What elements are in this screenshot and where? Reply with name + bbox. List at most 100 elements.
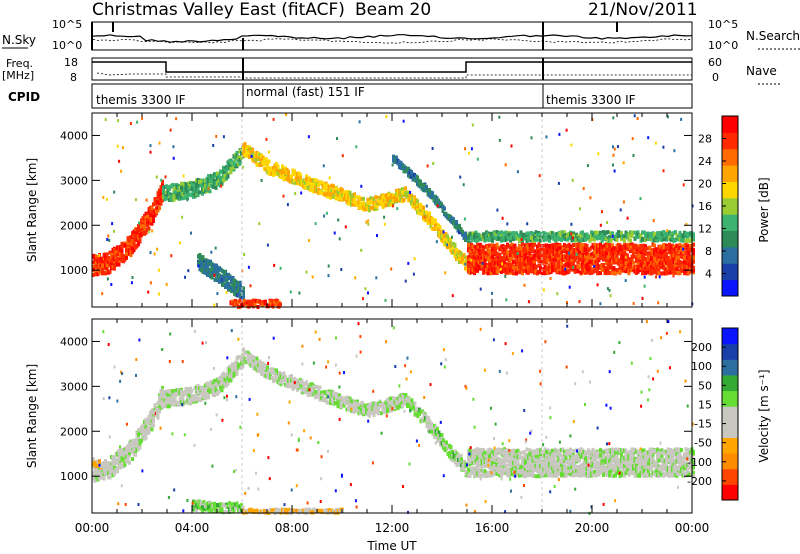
noise-cell: [431, 147, 434, 150]
range-gate-cell: [224, 270, 227, 275]
range-gate-cell: [410, 170, 413, 175]
range-gate-cell: [98, 461, 101, 466]
range-gate-cell: [393, 195, 397, 200]
noise-cell: [444, 271, 447, 275]
range-gate-cell: [252, 300, 255, 304]
range-gate-cell: [235, 164, 239, 169]
range-gate-cell: [611, 243, 614, 248]
range-gate-cell: [458, 223, 461, 228]
range-gate-cell: [605, 252, 608, 257]
range-gate-cell: [660, 250, 664, 255]
range-gate-cell: [458, 230, 461, 235]
range-gate-cell: [692, 265, 695, 270]
range-gate-cell: [348, 190, 352, 195]
range-gate-cell: [543, 231, 547, 236]
range-gate-cell: [495, 269, 499, 274]
range-gate-cell: [692, 247, 695, 252]
noise-cell: [376, 234, 378, 237]
noise-cell: [364, 287, 367, 291]
noise-cell: [118, 159, 121, 163]
range-gate-cell: [648, 245, 652, 250]
range-gate-cell: [338, 196, 341, 201]
range-gate-cell: [659, 253, 662, 258]
range-gate-cell: [533, 234, 536, 239]
noise-cell: [116, 144, 119, 148]
range-gate-cell: [515, 231, 518, 236]
range-gate-cell: [483, 258, 487, 263]
nave-tick-top: 60: [708, 56, 722, 69]
range-gate-cell: [519, 249, 523, 254]
range-gate-cell: [606, 269, 610, 274]
noise-cell: [385, 115, 388, 118]
range-gate-cell: [650, 234, 653, 239]
range-gate-cell: [232, 160, 236, 165]
range-gate-cell: [401, 187, 404, 192]
noise-cell: [622, 200, 625, 204]
noise-cell: [606, 221, 609, 224]
range-gate-cell: [399, 160, 403, 165]
range-gate-cell: [181, 196, 185, 201]
range-gate-cell: [231, 276, 235, 281]
range-gate-cell: [572, 252, 575, 257]
range-gate-cell: [483, 238, 487, 243]
noise-cell: [685, 222, 688, 226]
noise-cell: [632, 302, 635, 305]
range-gate-cell: [147, 226, 151, 231]
range-gate-cell: [639, 244, 643, 249]
range-gate-cell: [692, 242, 695, 247]
range-gate-cell: [122, 455, 125, 460]
noise-cell: [413, 257, 416, 261]
range-gate-cell: [576, 260, 580, 265]
range-gate-cell: [653, 270, 656, 275]
range-gate-cell: [636, 262, 640, 267]
range-gate-cell: [168, 187, 171, 191]
nsearch-tick-top: 10^5: [708, 18, 738, 31]
range-gate-cell: [585, 243, 589, 248]
noise-cell: [606, 287, 609, 291]
range-gate-cell: [551, 268, 554, 273]
noise-cell: [391, 204, 394, 208]
range-gate-cell: [593, 262, 596, 267]
noise-cell: [212, 144, 215, 147]
range-gate-cell: [306, 183, 310, 188]
noise-cell: [362, 297, 364, 301]
noise-cell: [147, 230, 150, 234]
range-gate-cell: [242, 150, 245, 155]
range-gate-cell: [138, 227, 142, 232]
noise-cell: [286, 203, 289, 207]
range-gate-cell: [599, 270, 602, 275]
cpid-panel: CPID themis 3300 IF normal (fast) 151 IF…: [8, 83, 693, 109]
range-gate-cell: [135, 244, 139, 249]
range-gate-cell: [480, 263, 484, 268]
noise-cell: [481, 261, 484, 265]
range-gate-cell: [254, 159, 257, 164]
range-gate-cell: [581, 230, 584, 235]
range-gate-cell: [464, 231, 467, 236]
noise-cell: [682, 247, 685, 251]
range-gate-cell: [324, 187, 328, 192]
range-gate-cell: [632, 260, 635, 265]
noise-cell: [666, 229, 669, 233]
range-gate-cell: [432, 221, 436, 226]
noise-cell: [575, 253, 578, 256]
range-gate-cell: [692, 259, 695, 264]
range-gate-cell: [161, 198, 164, 203]
range-gate-cell: [132, 247, 136, 252]
range-gate-cell: [573, 269, 577, 274]
noise-cell: [175, 117, 178, 121]
noise-cell: [496, 208, 499, 212]
range-gate-cell: [533, 253, 536, 258]
range-gate-cell: [539, 238, 542, 243]
range-gate-cell: [678, 270, 682, 275]
noise-cell: [165, 282, 168, 286]
range-gate-cell: [606, 262, 610, 267]
noise-cell: [612, 163, 614, 167]
range-gate-cell: [678, 242, 682, 247]
range-gate-cell: [317, 188, 320, 192]
range-gate-cell: [545, 244, 548, 248]
range-gate-cell: [603, 233, 607, 238]
cpid-segment-1: themis 3300 IF: [96, 93, 186, 107]
noise-cell: [596, 283, 599, 287]
noise-cell: [682, 183, 685, 187]
noise-cell: [570, 232, 573, 236]
